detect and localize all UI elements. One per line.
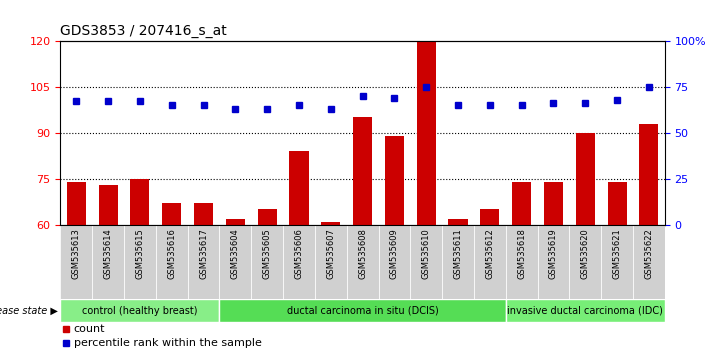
Bar: [512, 182, 531, 225]
Bar: [188, 225, 220, 299]
Bar: [607, 182, 626, 225]
Text: control (healthy breast): control (healthy breast): [82, 306, 198, 316]
Bar: [220, 225, 251, 299]
Text: GSM535617: GSM535617: [199, 229, 208, 279]
Bar: [92, 225, 124, 299]
Bar: [506, 299, 665, 322]
Bar: [417, 41, 436, 225]
Bar: [194, 203, 213, 225]
Bar: [385, 136, 404, 225]
Bar: [257, 210, 277, 225]
Text: GSM535616: GSM535616: [167, 229, 176, 279]
Bar: [633, 225, 665, 299]
Text: GSM535613: GSM535613: [72, 229, 81, 279]
Bar: [442, 225, 474, 299]
Text: GSM535621: GSM535621: [613, 229, 621, 279]
Text: GDS3853 / 207416_s_at: GDS3853 / 207416_s_at: [60, 24, 228, 38]
Bar: [570, 225, 602, 299]
Text: GSM535619: GSM535619: [549, 229, 558, 279]
Text: GSM535612: GSM535612: [486, 229, 494, 279]
Text: GSM535607: GSM535607: [326, 229, 336, 279]
Bar: [289, 151, 309, 225]
Text: count: count: [74, 324, 105, 334]
Text: GSM535622: GSM535622: [644, 229, 653, 279]
Bar: [639, 124, 658, 225]
Bar: [130, 179, 149, 225]
Text: invasive ductal carcinoma (IDC): invasive ductal carcinoma (IDC): [508, 306, 663, 316]
Bar: [353, 118, 372, 225]
Bar: [283, 225, 315, 299]
Text: GSM535608: GSM535608: [358, 229, 367, 279]
Bar: [251, 225, 283, 299]
Bar: [538, 225, 570, 299]
Bar: [474, 225, 506, 299]
Bar: [156, 225, 188, 299]
Bar: [506, 225, 538, 299]
Text: GSM535606: GSM535606: [294, 229, 304, 279]
Bar: [449, 219, 468, 225]
Bar: [60, 225, 92, 299]
Bar: [99, 185, 118, 225]
Bar: [410, 225, 442, 299]
Bar: [226, 219, 245, 225]
Text: GSM535610: GSM535610: [422, 229, 431, 279]
Text: ductal carcinoma in situ (DCIS): ductal carcinoma in situ (DCIS): [287, 306, 439, 316]
Text: disease state ▶: disease state ▶: [0, 306, 58, 316]
Bar: [544, 182, 563, 225]
Bar: [315, 225, 347, 299]
Text: GSM535615: GSM535615: [136, 229, 144, 279]
Bar: [220, 299, 506, 322]
Text: GSM535605: GSM535605: [262, 229, 272, 279]
Bar: [67, 182, 86, 225]
Text: GSM535609: GSM535609: [390, 229, 399, 279]
Bar: [481, 210, 499, 225]
Bar: [347, 225, 378, 299]
Bar: [576, 133, 595, 225]
Bar: [378, 225, 410, 299]
Bar: [162, 203, 181, 225]
Text: GSM535611: GSM535611: [454, 229, 463, 279]
Bar: [602, 225, 633, 299]
Text: GSM535620: GSM535620: [581, 229, 589, 279]
Text: GSM535604: GSM535604: [231, 229, 240, 279]
Bar: [321, 222, 341, 225]
Text: GSM535618: GSM535618: [517, 229, 526, 279]
Text: GSM535614: GSM535614: [104, 229, 112, 279]
Text: percentile rank within the sample: percentile rank within the sample: [74, 338, 262, 348]
Bar: [124, 225, 156, 299]
Bar: [60, 299, 220, 322]
